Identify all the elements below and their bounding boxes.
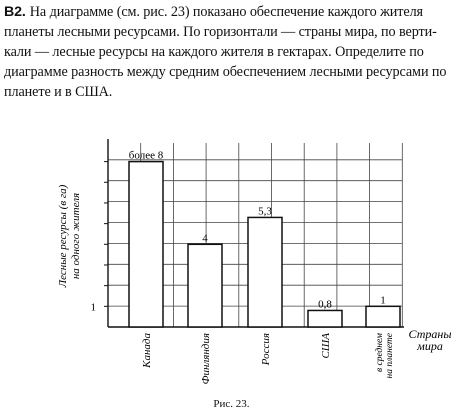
bar xyxy=(187,243,223,328)
problem-line-2: планеты лесными ресурсами. По горизонтал… xyxy=(4,24,437,40)
bar-value-label: 1 xyxy=(380,294,386,306)
problem-line-5: планете и в США. xyxy=(4,84,113,100)
bar-value-label: более 8 xyxy=(129,150,164,162)
problem-line-4: диаграмме разность между средним обеспеч… xyxy=(4,64,447,80)
bar xyxy=(307,309,343,328)
category-label: Канада xyxy=(141,333,153,369)
bar xyxy=(128,160,164,328)
problem-line-1: B2. На диаграмме (см. рис. 23) показано о… xyxy=(4,4,423,20)
category-label: на планете xyxy=(385,333,395,378)
y-axis-title: на одного жителя xyxy=(70,193,82,279)
category-label: Россия xyxy=(260,333,272,366)
category-label: США xyxy=(320,333,332,359)
bar-chart: 1 более 8 4 5,3 0,8 1 Канада Финляндия Россия США… xyxy=(57,139,452,384)
problem-line-3: кали — лесные ресурсы на каждого жителя … xyxy=(4,44,424,60)
y-tick-label: 1 xyxy=(91,301,97,313)
bar-value-label: 0,8 xyxy=(318,298,332,310)
problem-number: B2. xyxy=(4,4,26,20)
category-label: Финляндия xyxy=(200,333,212,384)
problem-text: B2. На диаграмме (см. рис. 23) показано о… xyxy=(4,2,459,102)
bar xyxy=(247,216,283,328)
category-label: в среднем xyxy=(374,333,385,372)
x-axis-title: Страны xyxy=(409,327,452,341)
bar xyxy=(365,305,401,328)
bar-value-label: 5,3 xyxy=(258,205,272,217)
bar-value-label: 4 xyxy=(202,232,208,244)
figure-caption: Рис. 23. xyxy=(213,398,250,410)
x-axis-title: мира xyxy=(416,339,443,353)
y-axis-title: Лесные ресурсы (в га) xyxy=(57,184,69,288)
